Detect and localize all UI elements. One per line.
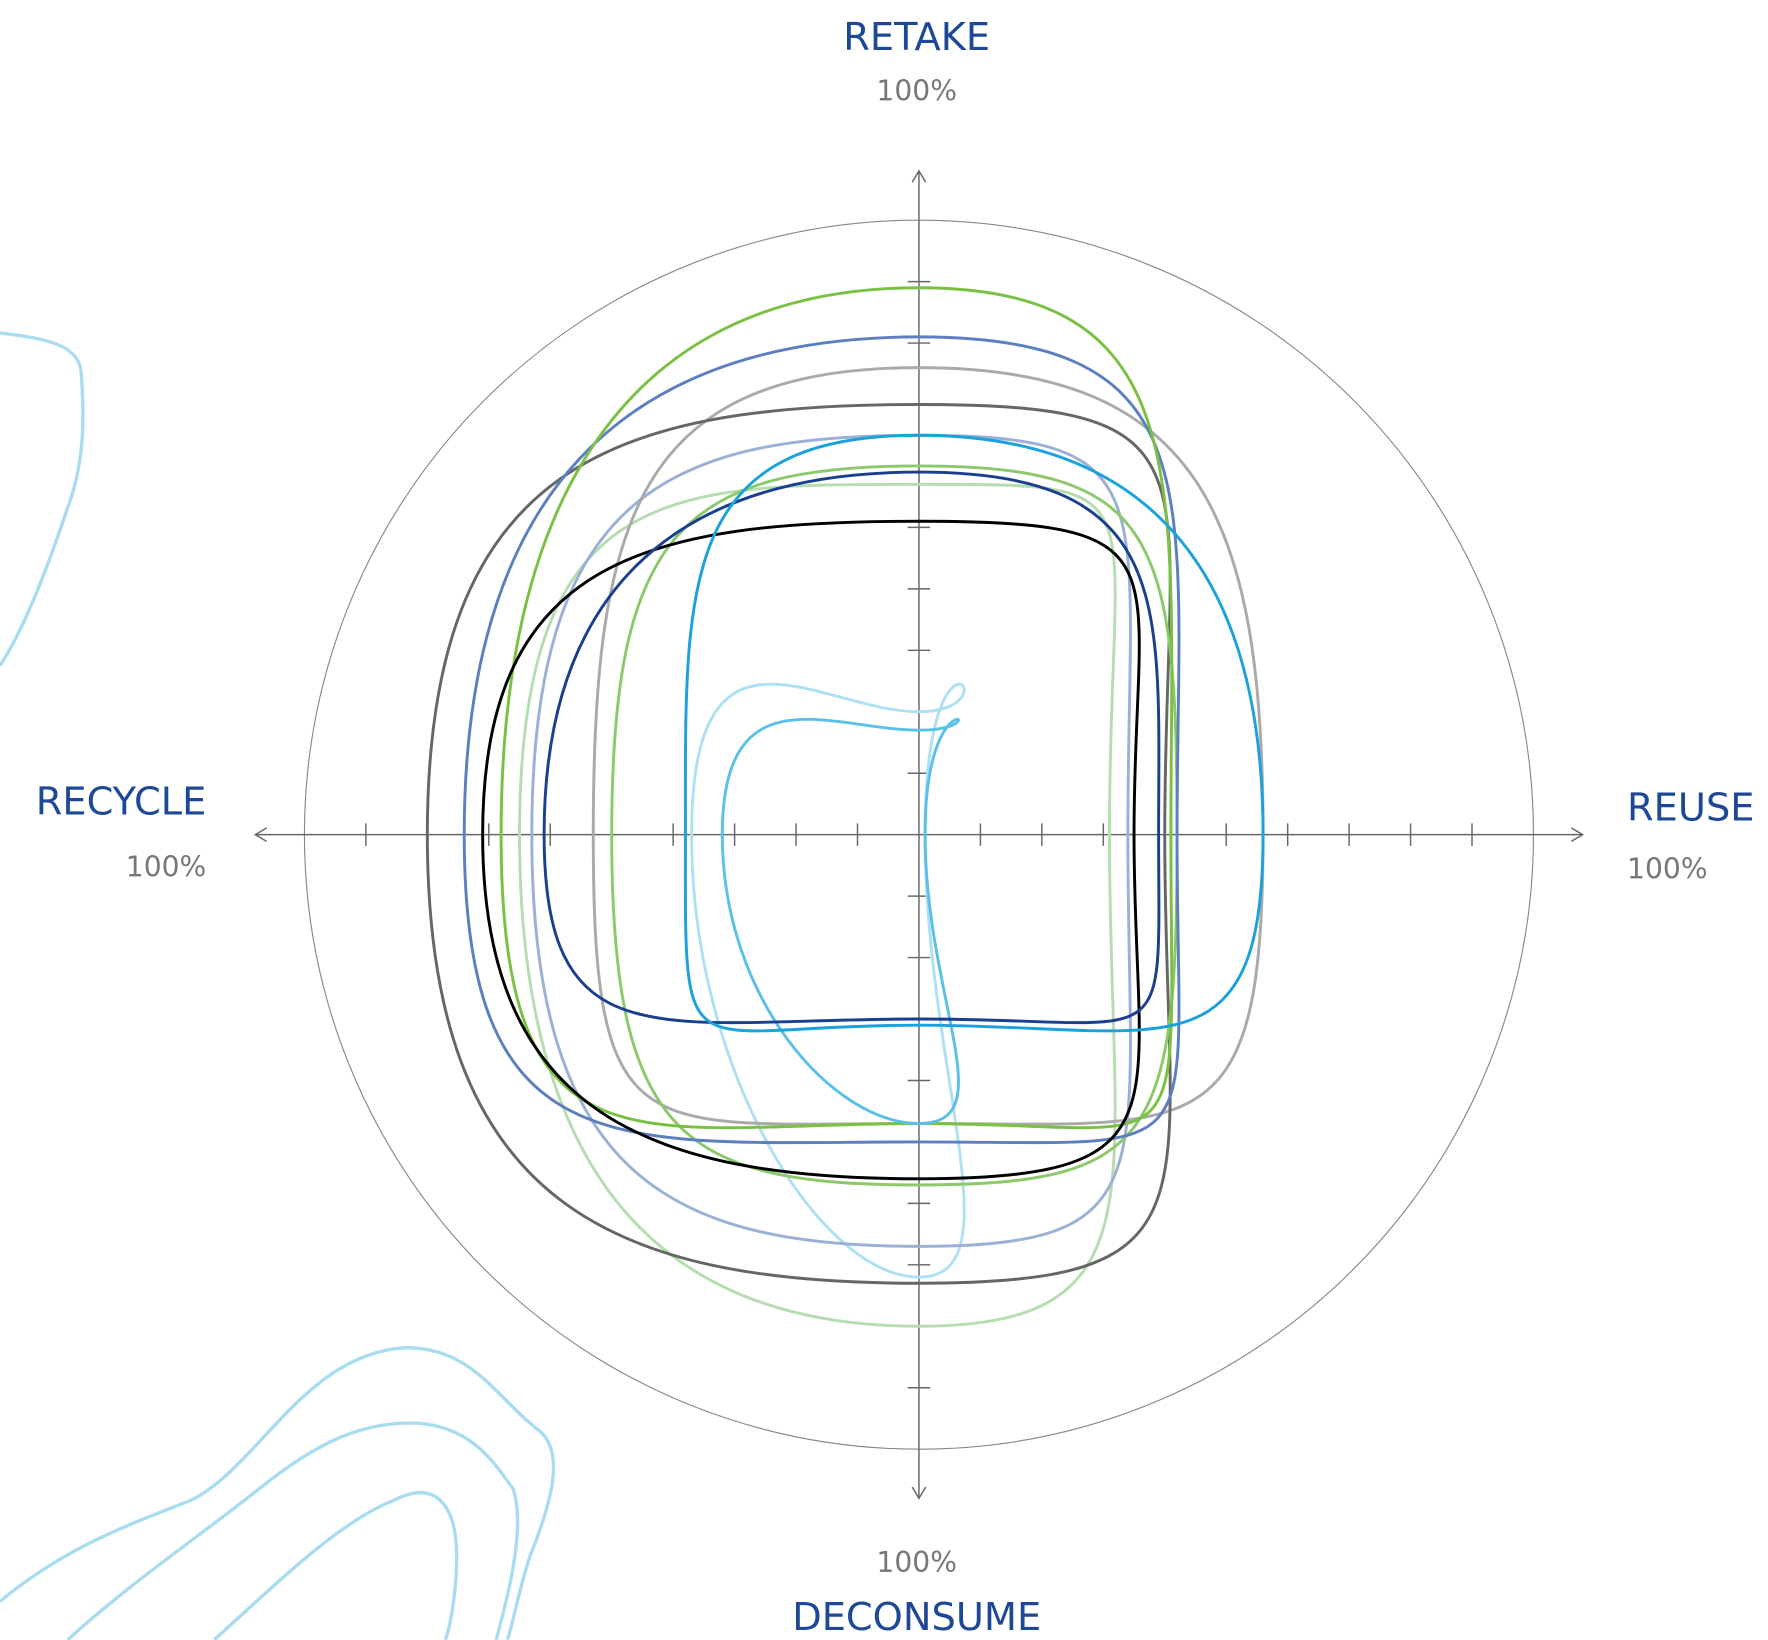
series-line [542, 470, 1161, 1025]
series-line [530, 433, 1132, 1248]
series-line [720, 717, 960, 1125]
axis-max-label: 100% [126, 850, 207, 883]
axis-label: RECYCLE [36, 780, 207, 825]
series-line [683, 433, 1265, 1033]
axis-label: DECONSUME [792, 1595, 1041, 1640]
axis-arrow [911, 169, 927, 183]
series-line [690, 682, 966, 1279]
series-line [481, 519, 1141, 1181]
axis-label: REUSE [1627, 785, 1754, 830]
axes [253, 169, 1585, 1500]
series-line [610, 464, 1179, 1187]
series-line [425, 403, 1172, 1285]
axis-max-label: 100% [1627, 853, 1708, 886]
axis-max-label: 100% [876, 1546, 957, 1579]
series [425, 286, 1265, 1328]
axis-max-label: 100% [876, 75, 957, 108]
series-line [518, 482, 1117, 1328]
background-decoration [0, 331, 556, 1640]
axis-label: RETAKE [843, 15, 990, 60]
axis-arrow [911, 1486, 927, 1500]
axis-arrow [1570, 827, 1585, 843]
labels: RETAKE 100% REUSE 100% DECONSUME 100% RECYCLE 1… [36, 15, 1755, 1640]
series-line [462, 335, 1181, 1145]
axis-arrow [253, 827, 267, 843]
